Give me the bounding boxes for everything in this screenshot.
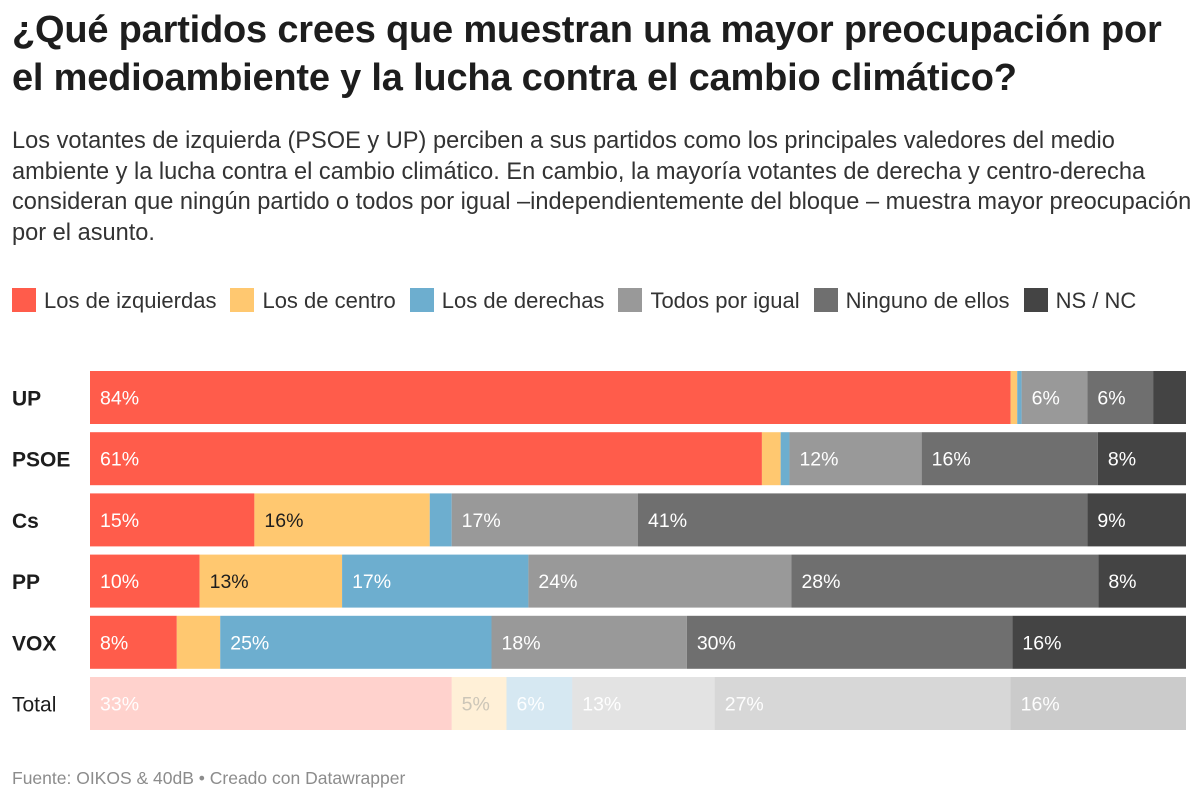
bar-segment xyxy=(686,615,1013,669)
bar-segment xyxy=(451,677,507,730)
bar-segment xyxy=(1010,371,1018,424)
category-label: PSOE xyxy=(12,449,70,472)
data-label: 61% xyxy=(100,449,139,471)
legend-label: Todos por igual xyxy=(650,288,800,313)
bar-segment xyxy=(1017,371,1022,424)
category-label: UP xyxy=(12,388,41,411)
data-label: 12% xyxy=(799,449,838,471)
data-label: 41% xyxy=(648,510,687,532)
bar-segment xyxy=(789,432,922,486)
legend-swatch xyxy=(409,288,434,312)
legend-swatch xyxy=(813,288,838,312)
bar-segment xyxy=(199,554,343,608)
bar-segment xyxy=(90,371,1011,424)
data-label: 16% xyxy=(264,510,303,532)
bar-segment xyxy=(254,493,430,547)
legend-label: NS / NC xyxy=(1055,288,1137,313)
bar-segment xyxy=(220,615,492,669)
data-label: 25% xyxy=(230,632,269,654)
data-label: 10% xyxy=(100,571,139,593)
legend: Los de izquierdas Los de centro Los de der… xyxy=(12,284,1192,318)
legend-swatch xyxy=(618,288,643,312)
bar-segment xyxy=(90,554,200,608)
bar-segment xyxy=(1021,371,1088,424)
bar-segment xyxy=(451,493,638,547)
data-label: 8% xyxy=(100,632,128,654)
bar-segment xyxy=(714,677,1011,730)
data-label: 16% xyxy=(932,449,971,471)
bar-segment xyxy=(90,493,255,547)
bar-segment xyxy=(342,554,529,608)
data-label: 28% xyxy=(801,571,840,593)
bar-segment xyxy=(90,615,177,669)
bar-segment xyxy=(921,432,1098,486)
category-label: VOX xyxy=(12,632,56,655)
bar-segment xyxy=(791,554,1099,608)
legend-item: Los de izquierdas xyxy=(12,284,216,318)
chart-title: ¿Qué partidos crees que muestran una may… xyxy=(12,9,1162,99)
legend-label: Los de izquierdas xyxy=(44,288,217,313)
category-label: PP xyxy=(12,571,40,594)
data-label: 8% xyxy=(1108,449,1136,471)
data-label: 84% xyxy=(100,388,139,410)
legend-label: Ninguno de ellos xyxy=(845,288,1010,313)
data-label: 6% xyxy=(1032,388,1060,410)
bar-segment xyxy=(1012,615,1186,669)
bar-segment xyxy=(1153,371,1186,424)
bar-segment xyxy=(528,554,792,608)
data-label: 15% xyxy=(100,510,139,532)
bar-segment xyxy=(491,615,687,669)
data-label: 6% xyxy=(1097,388,1125,410)
bar-segment xyxy=(90,432,762,486)
data-label: 9% xyxy=(1097,510,1125,532)
data-label: 30% xyxy=(697,632,736,654)
bar-segment xyxy=(1098,554,1186,608)
bar-segment xyxy=(1087,371,1154,424)
data-label: 13% xyxy=(582,694,621,716)
data-label: 8% xyxy=(1108,571,1136,593)
source-note: Fuente: OIKOS & 40dB • Creado con Datawr… xyxy=(12,768,406,788)
legend-item: Los de centro xyxy=(230,284,396,318)
bar-segment xyxy=(90,677,452,730)
data-label: 18% xyxy=(502,632,541,654)
data-label: 5% xyxy=(462,694,490,716)
data-label: 17% xyxy=(352,571,391,593)
bar-segment xyxy=(429,493,452,547)
data-label: 24% xyxy=(538,571,577,593)
stacked-bar-chart: UP 84% 6% 6% PSOE 61% 12% 16% 8% Cs 15% 16% 17% 41% 9%… xyxy=(12,371,1186,730)
data-label: 27% xyxy=(725,694,764,716)
legend-item: Ninguno de ellos xyxy=(813,284,1010,318)
bar-segment xyxy=(1087,493,1186,547)
data-label: 16% xyxy=(1022,632,1061,654)
legend-item: Los de derechas xyxy=(409,284,605,318)
legend-swatch xyxy=(12,288,36,312)
data-label: 17% xyxy=(462,510,501,532)
bar-segment xyxy=(1097,432,1186,486)
bar-segment xyxy=(1010,677,1186,730)
bar-segment xyxy=(176,615,221,669)
legend-item: NS / NC xyxy=(1023,284,1137,318)
data-label: 16% xyxy=(1021,694,1060,716)
category-label: Total xyxy=(12,694,56,717)
legend-label: Los de derechas xyxy=(441,288,605,313)
bar-segment xyxy=(780,432,790,486)
bar-segment xyxy=(638,493,1088,547)
legend-swatch xyxy=(230,288,255,312)
legend-swatch xyxy=(1023,288,1048,312)
bar-segment xyxy=(572,677,715,730)
category-label: Cs xyxy=(12,510,39,533)
bar-segment xyxy=(506,677,573,730)
legend-item: Todos por igual xyxy=(618,284,800,318)
data-label: 13% xyxy=(210,571,249,593)
bar-segment xyxy=(761,432,781,486)
chart-subtitle: Los votantes de izquierda (PSOE y UP) pe… xyxy=(12,128,1192,246)
data-label: 6% xyxy=(516,694,544,716)
legend-label: Los de centro xyxy=(262,288,396,313)
data-label: 33% xyxy=(100,694,139,716)
